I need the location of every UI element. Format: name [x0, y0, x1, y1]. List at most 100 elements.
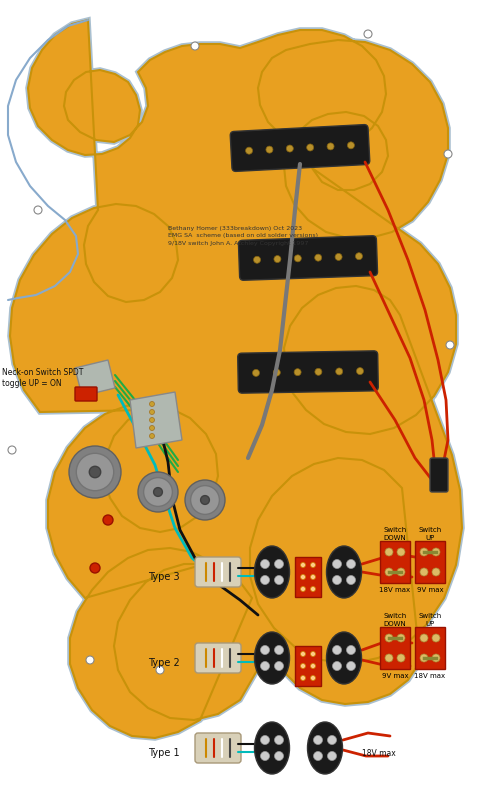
Circle shape [246, 147, 252, 154]
Circle shape [327, 143, 334, 150]
Circle shape [260, 575, 270, 585]
Circle shape [335, 254, 342, 261]
Circle shape [397, 634, 405, 642]
Circle shape [275, 662, 283, 670]
Circle shape [154, 488, 162, 496]
Circle shape [432, 654, 440, 662]
Circle shape [385, 568, 393, 576]
Circle shape [294, 255, 301, 262]
FancyBboxPatch shape [380, 627, 410, 669]
Circle shape [149, 426, 154, 430]
Text: Bethany Homer (333breakdown) Oct 2023
EMG SA  scheme (based on old solder versio: Bethany Homer (333breakdown) Oct 2023 EM… [168, 226, 318, 246]
Circle shape [397, 654, 405, 662]
Text: 18V max: 18V max [415, 673, 446, 679]
Circle shape [385, 548, 393, 556]
Text: Type 3: Type 3 [148, 572, 179, 582]
Ellipse shape [254, 632, 289, 684]
Circle shape [149, 418, 154, 422]
Circle shape [311, 651, 316, 657]
Text: Switch
UP: Switch UP [419, 527, 442, 541]
Circle shape [260, 559, 270, 569]
Text: Switch
UP: Switch UP [419, 614, 442, 626]
Circle shape [332, 559, 342, 569]
Circle shape [191, 486, 219, 514]
Circle shape [397, 568, 405, 576]
Circle shape [385, 634, 393, 642]
Circle shape [275, 646, 283, 654]
Text: Neck-on Switch SPDT
toggle UP = ON: Neck-on Switch SPDT toggle UP = ON [2, 368, 83, 388]
Circle shape [301, 663, 306, 669]
Circle shape [260, 662, 270, 670]
Circle shape [336, 368, 343, 375]
Circle shape [76, 454, 114, 490]
FancyBboxPatch shape [75, 387, 97, 401]
Circle shape [301, 562, 306, 567]
Ellipse shape [326, 632, 361, 684]
Text: 18V max: 18V max [380, 587, 411, 593]
Polygon shape [10, 20, 462, 738]
Circle shape [260, 751, 270, 761]
Circle shape [301, 675, 306, 681]
Circle shape [420, 654, 428, 662]
Circle shape [191, 42, 199, 50]
Ellipse shape [326, 546, 361, 598]
FancyBboxPatch shape [195, 733, 241, 763]
Polygon shape [130, 392, 182, 448]
Circle shape [69, 446, 121, 498]
Circle shape [294, 369, 301, 376]
Circle shape [89, 466, 101, 478]
Circle shape [327, 735, 337, 745]
Circle shape [364, 30, 372, 38]
Circle shape [420, 548, 428, 556]
Circle shape [266, 146, 273, 153]
Circle shape [252, 370, 259, 377]
FancyBboxPatch shape [195, 643, 241, 673]
Ellipse shape [254, 722, 289, 774]
Circle shape [420, 634, 428, 642]
Circle shape [347, 646, 355, 654]
Circle shape [314, 735, 322, 745]
Circle shape [311, 663, 316, 669]
FancyBboxPatch shape [238, 351, 378, 393]
Circle shape [138, 472, 178, 512]
Circle shape [348, 142, 354, 149]
Polygon shape [10, 20, 462, 738]
Circle shape [301, 586, 306, 591]
Circle shape [444, 150, 452, 158]
Circle shape [397, 548, 405, 556]
Polygon shape [75, 360, 115, 396]
Circle shape [332, 662, 342, 670]
FancyBboxPatch shape [295, 557, 321, 597]
Text: 18V max: 18V max [362, 749, 396, 758]
Circle shape [253, 256, 260, 263]
Circle shape [355, 253, 362, 260]
Circle shape [273, 369, 281, 376]
FancyBboxPatch shape [239, 236, 378, 280]
Circle shape [8, 446, 16, 454]
Circle shape [432, 634, 440, 642]
Circle shape [347, 662, 355, 670]
FancyBboxPatch shape [430, 458, 448, 492]
Circle shape [347, 575, 355, 585]
Text: 9V max: 9V max [382, 673, 408, 679]
Circle shape [327, 751, 337, 761]
Circle shape [332, 646, 342, 654]
Circle shape [307, 144, 314, 151]
Circle shape [347, 559, 355, 569]
Circle shape [260, 646, 270, 654]
Circle shape [314, 751, 322, 761]
Text: 9V max: 9V max [417, 587, 443, 593]
Text: Type 2: Type 2 [148, 658, 180, 668]
Circle shape [274, 255, 281, 262]
Circle shape [432, 548, 440, 556]
Circle shape [346, 656, 354, 664]
Ellipse shape [308, 722, 343, 774]
FancyBboxPatch shape [415, 627, 445, 669]
Circle shape [103, 515, 113, 525]
Text: Type 1: Type 1 [148, 748, 179, 758]
Circle shape [275, 735, 283, 745]
Circle shape [311, 586, 316, 591]
Circle shape [90, 563, 100, 573]
Circle shape [315, 254, 322, 261]
Circle shape [86, 656, 94, 664]
